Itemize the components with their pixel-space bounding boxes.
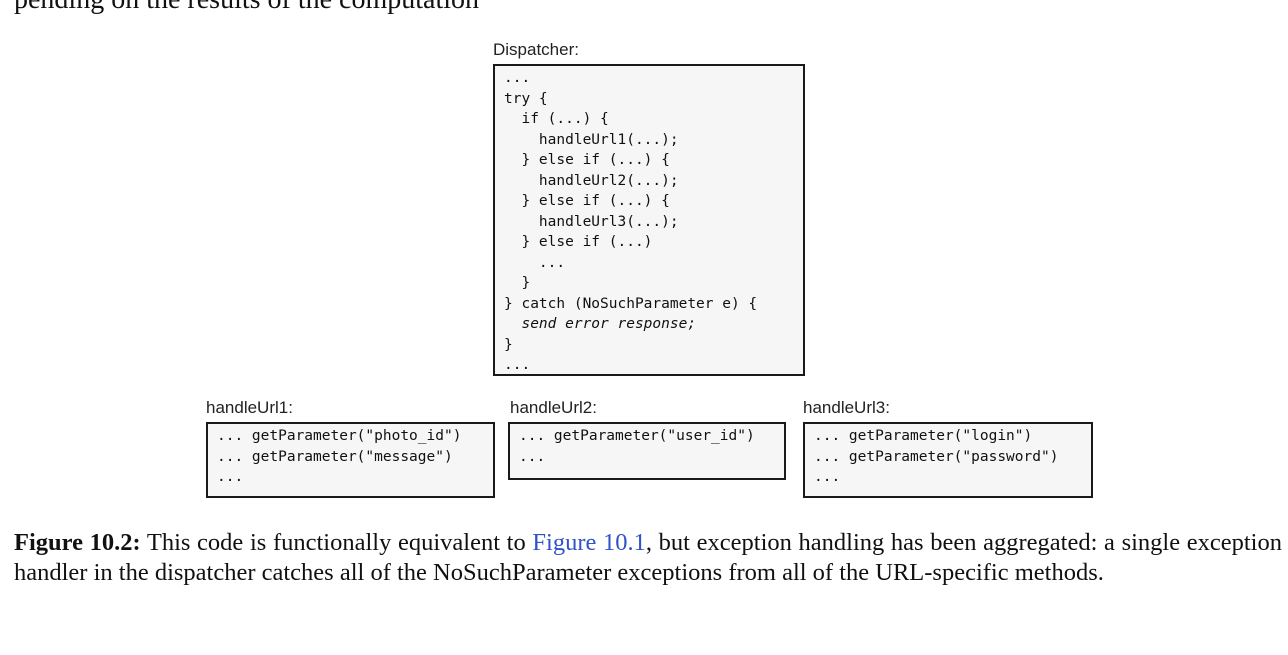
dispatcher-code-box: ... try { if (...) { handleUrl1(...); } … [493,64,805,376]
dispatcher-label: Dispatcher: [493,40,579,59]
handler1-label: handleUrl1: [206,398,293,417]
code-line: ... getParameter("password") [814,448,1059,465]
figure-reference-link[interactable]: Figure 10.1 [532,529,646,556]
code-line: ... [504,357,531,373]
code-line: } [504,336,513,353]
code-line: } [504,275,531,291]
code-line: ... getParameter("message") [217,448,453,465]
code-line-error-response: send error response; [504,316,697,332]
code-line: handleUrl3(...); [504,213,679,230]
figure-number: Figure 10.2: [14,529,141,556]
code-line: } else if (...) { [504,193,670,209]
code-line: ... [504,254,566,271]
handler3-code-box: ... getParameter("login") ... getParamet… [803,422,1093,498]
code-line: handleUrl1(...); [504,131,679,148]
code-line: try { [504,90,548,107]
handler3-label: handleUrl3: [803,398,890,417]
preceding-text-fragment: pending on the results of the computatio… [14,0,479,16]
code-line: ... getParameter("login") [814,428,1033,444]
code-line: handleUrl2(...); [504,172,679,189]
code-line: ... getParameter("photo_id") [217,428,462,444]
code-line: } else if (...) [504,234,653,250]
code-line: } catch (NoSuchParameter e) { [504,295,758,312]
code-line: ... [504,70,531,86]
code-line: ... [519,448,546,465]
handler2-code-box: ... getParameter("user_id") ... [508,422,786,480]
code-line: ... [217,469,244,485]
handler1-code-box: ... getParameter("photo_id") ... getPara… [206,422,495,498]
code-line: } else if (...) { [504,152,670,168]
figure-caption: Figure 10.2: This code is functionally e… [14,528,1282,588]
code-line: ... [814,469,841,485]
code-line: if (...) { [504,111,609,127]
handler2-label: handleUrl2: [510,398,597,417]
caption-text-before: This code is functionally equivalent to [140,529,533,556]
caption-text-after: , but exception handling has been aggreg… [14,529,1282,586]
code-line: ... getParameter("user_id") [519,428,755,444]
